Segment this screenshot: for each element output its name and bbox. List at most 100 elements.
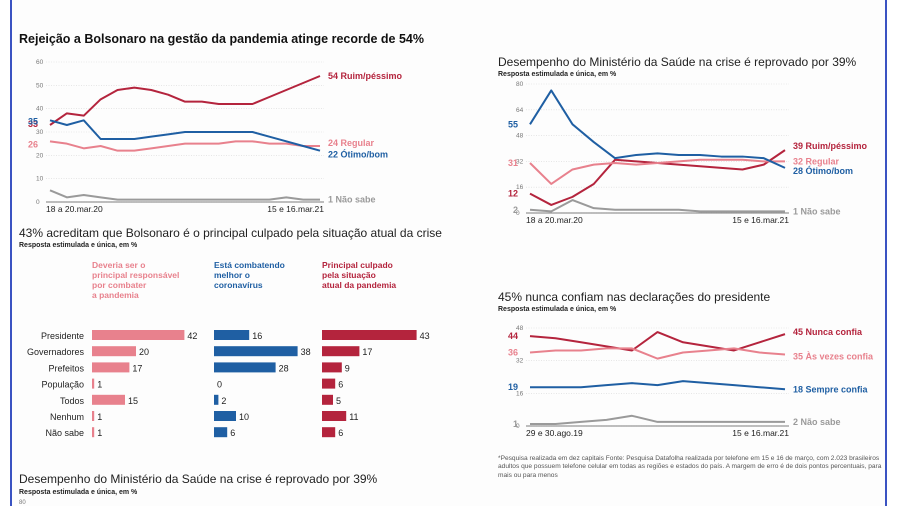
bar-column-header: por combater xyxy=(92,280,147,290)
bar-deveria-ser-o-princi-nao-sabe xyxy=(92,427,95,438)
bar-category-label: Não sabe xyxy=(45,428,84,438)
y-tick-label: 16 xyxy=(516,390,524,397)
bar-deveria-ser-o-princi-prefeitos xyxy=(92,362,130,373)
series-end-label-nunca-confia: 45 Nunca confia xyxy=(793,327,863,337)
x-tick-label: 15 e 16.mar.21 xyxy=(732,428,789,438)
chart4-title: 45% nunca confiam nas declarações do pre… xyxy=(498,290,771,304)
series-line-otimo-bom xyxy=(529,89,786,169)
bar-column-header: Deveria ser o xyxy=(92,260,145,270)
series-start-label-nao-sabe: 1 xyxy=(513,419,518,429)
bar-principal-culpado-pe-governadores xyxy=(322,346,360,357)
series-end-label-nao-sabe: 1 Não sabe xyxy=(793,206,841,216)
bar-deveria-ser-o-princi-presidente xyxy=(92,330,185,340)
y-tick-label: 60 xyxy=(36,59,44,66)
bar-category-label: População xyxy=(41,380,84,390)
y-tick-label: 48 xyxy=(516,325,524,332)
bar-principal-culpado-pe-nao-sabe xyxy=(322,427,336,438)
bar-principal-culpado-pe-presidente xyxy=(322,330,417,340)
y-tick-label: 64 xyxy=(516,107,524,114)
series-end-label-nao-sabe: 1 Não sabe xyxy=(328,195,376,205)
bar-value-label: 38 xyxy=(301,347,311,357)
series-start-label-nunca-confia: 44 xyxy=(508,331,518,341)
bar-principal-culpado-pe-populacao xyxy=(322,378,336,389)
y-tick-label: 10 xyxy=(36,176,44,183)
y-tick-label: 0 xyxy=(516,210,520,217)
bar-column-header: a pandemia xyxy=(92,290,139,300)
x-tick-label: 18 a 20.mar.20 xyxy=(46,204,103,214)
series-start-label-otimo-bom: 35 xyxy=(28,116,38,126)
series-end-label-otimo-bom: 22 Ótimo/bom xyxy=(328,149,388,160)
bar-value-label: 17 xyxy=(132,363,142,373)
bar-value-label: 20 xyxy=(139,347,149,357)
bar-value-label: 6 xyxy=(338,428,343,438)
x-tick-label: 15 e 16.mar.21 xyxy=(732,215,789,225)
series-end-label-regular: 32 Regular xyxy=(793,156,840,166)
bar-value-label: 16 xyxy=(252,331,262,341)
series-start-label-ruim-pessimo: 12 xyxy=(508,189,518,199)
bar-value-label: 1 xyxy=(97,380,102,390)
y-tick-label: 48 xyxy=(516,133,524,140)
bar-esta-combatendo-melh-nenhum xyxy=(214,411,236,421)
y-tick-label: 0 xyxy=(36,199,40,206)
bar-column-header: coronavírus xyxy=(214,280,263,290)
bar-category-label: Presidente xyxy=(41,331,84,341)
bar-column-header: pela situação xyxy=(322,270,376,280)
bar-value-label: 6 xyxy=(338,380,343,390)
series-end-label-otimo-bom: 28 Ótimo/bom xyxy=(793,165,853,176)
y-tick-label: 20 xyxy=(36,152,44,159)
bar-column-header: principal responsável xyxy=(92,270,179,280)
bar-esta-combatendo-melh-presidente xyxy=(214,330,250,340)
series-start-label-regular: 26 xyxy=(28,139,38,149)
bar-category-label: Todos xyxy=(60,396,85,406)
bar-category-label: Nenhum xyxy=(50,412,84,422)
bar-esta-combatendo-melh-governadores xyxy=(214,346,298,357)
bar-value-label: 6 xyxy=(230,428,235,438)
chart1-title: Rejeição a Bolsonaro na gestão da pandem… xyxy=(19,32,424,46)
bar-value-label: 28 xyxy=(279,363,289,373)
chart3-title: 43% acreditam que Bolsonaro é o principa… xyxy=(19,226,442,240)
bar-value-label: 10 xyxy=(239,412,249,422)
bar-value-label: 11 xyxy=(349,412,358,422)
chart3-note: Resposta estimulada e única, em % xyxy=(19,242,138,249)
bar-column-header: atual da pandemia xyxy=(322,280,396,290)
bar-value-label: 1 xyxy=(97,428,102,438)
bar-value-label: 9 xyxy=(345,363,350,373)
bar-value-label: 42 xyxy=(187,331,197,341)
chart4-note: Resposta estimulada e única, em % xyxy=(498,306,617,313)
series-line-nao-sabe xyxy=(529,199,785,213)
bar-value-label: 15 xyxy=(128,396,138,406)
bar-value-label: 43 xyxy=(420,331,430,341)
bar-value-label: 1 xyxy=(97,412,102,422)
bar-column-header: Principal culpado xyxy=(322,260,393,270)
bar-column-header: Está combatendo xyxy=(214,260,285,270)
series-start-label-otimo-bom: 55 xyxy=(508,119,518,129)
series-start-label-ruim-pessimo: 33 xyxy=(28,119,38,129)
bar-principal-culpado-pe-nenhum xyxy=(322,411,347,421)
series-line-ruim-pessimo xyxy=(49,75,321,126)
series-end-label-ruim-pessimo: 39 Ruim/péssimo xyxy=(793,141,868,151)
series-start-label-sempre-confia: 19 xyxy=(508,382,518,392)
bar-deveria-ser-o-princi-populacao xyxy=(92,378,95,389)
series-end-label-as-vezes-confia: 35 Às vezes confia xyxy=(793,352,874,362)
series-line-sempre-confia xyxy=(530,380,786,391)
bar-principal-culpado-pe-todos xyxy=(322,394,333,405)
series-line-otimo-bom xyxy=(49,119,321,152)
bar-deveria-ser-o-princi-nenhum xyxy=(92,411,95,421)
bar-value-label: 5 xyxy=(336,396,341,406)
bar-esta-combatendo-melh-todos xyxy=(214,394,219,405)
chart2-note: Resposta estimulada e única, em % xyxy=(498,71,617,78)
series-start-label-nao-sabe: 2 xyxy=(513,205,518,215)
y-tick-label: 16 xyxy=(516,184,524,191)
chart5-note: Resposta estimulada e única, em % xyxy=(19,489,138,496)
bar-value-label: 0 xyxy=(217,380,222,390)
series-line-regular xyxy=(49,140,320,152)
chart5-title: Desempenho do Ministério da Saúde na cri… xyxy=(19,472,378,486)
y-tick-label: 30 xyxy=(36,129,44,136)
y-tick-label: 40 xyxy=(36,106,44,113)
chart5-tick: 80 xyxy=(19,500,26,506)
series-line-nunca-confia xyxy=(529,331,786,352)
